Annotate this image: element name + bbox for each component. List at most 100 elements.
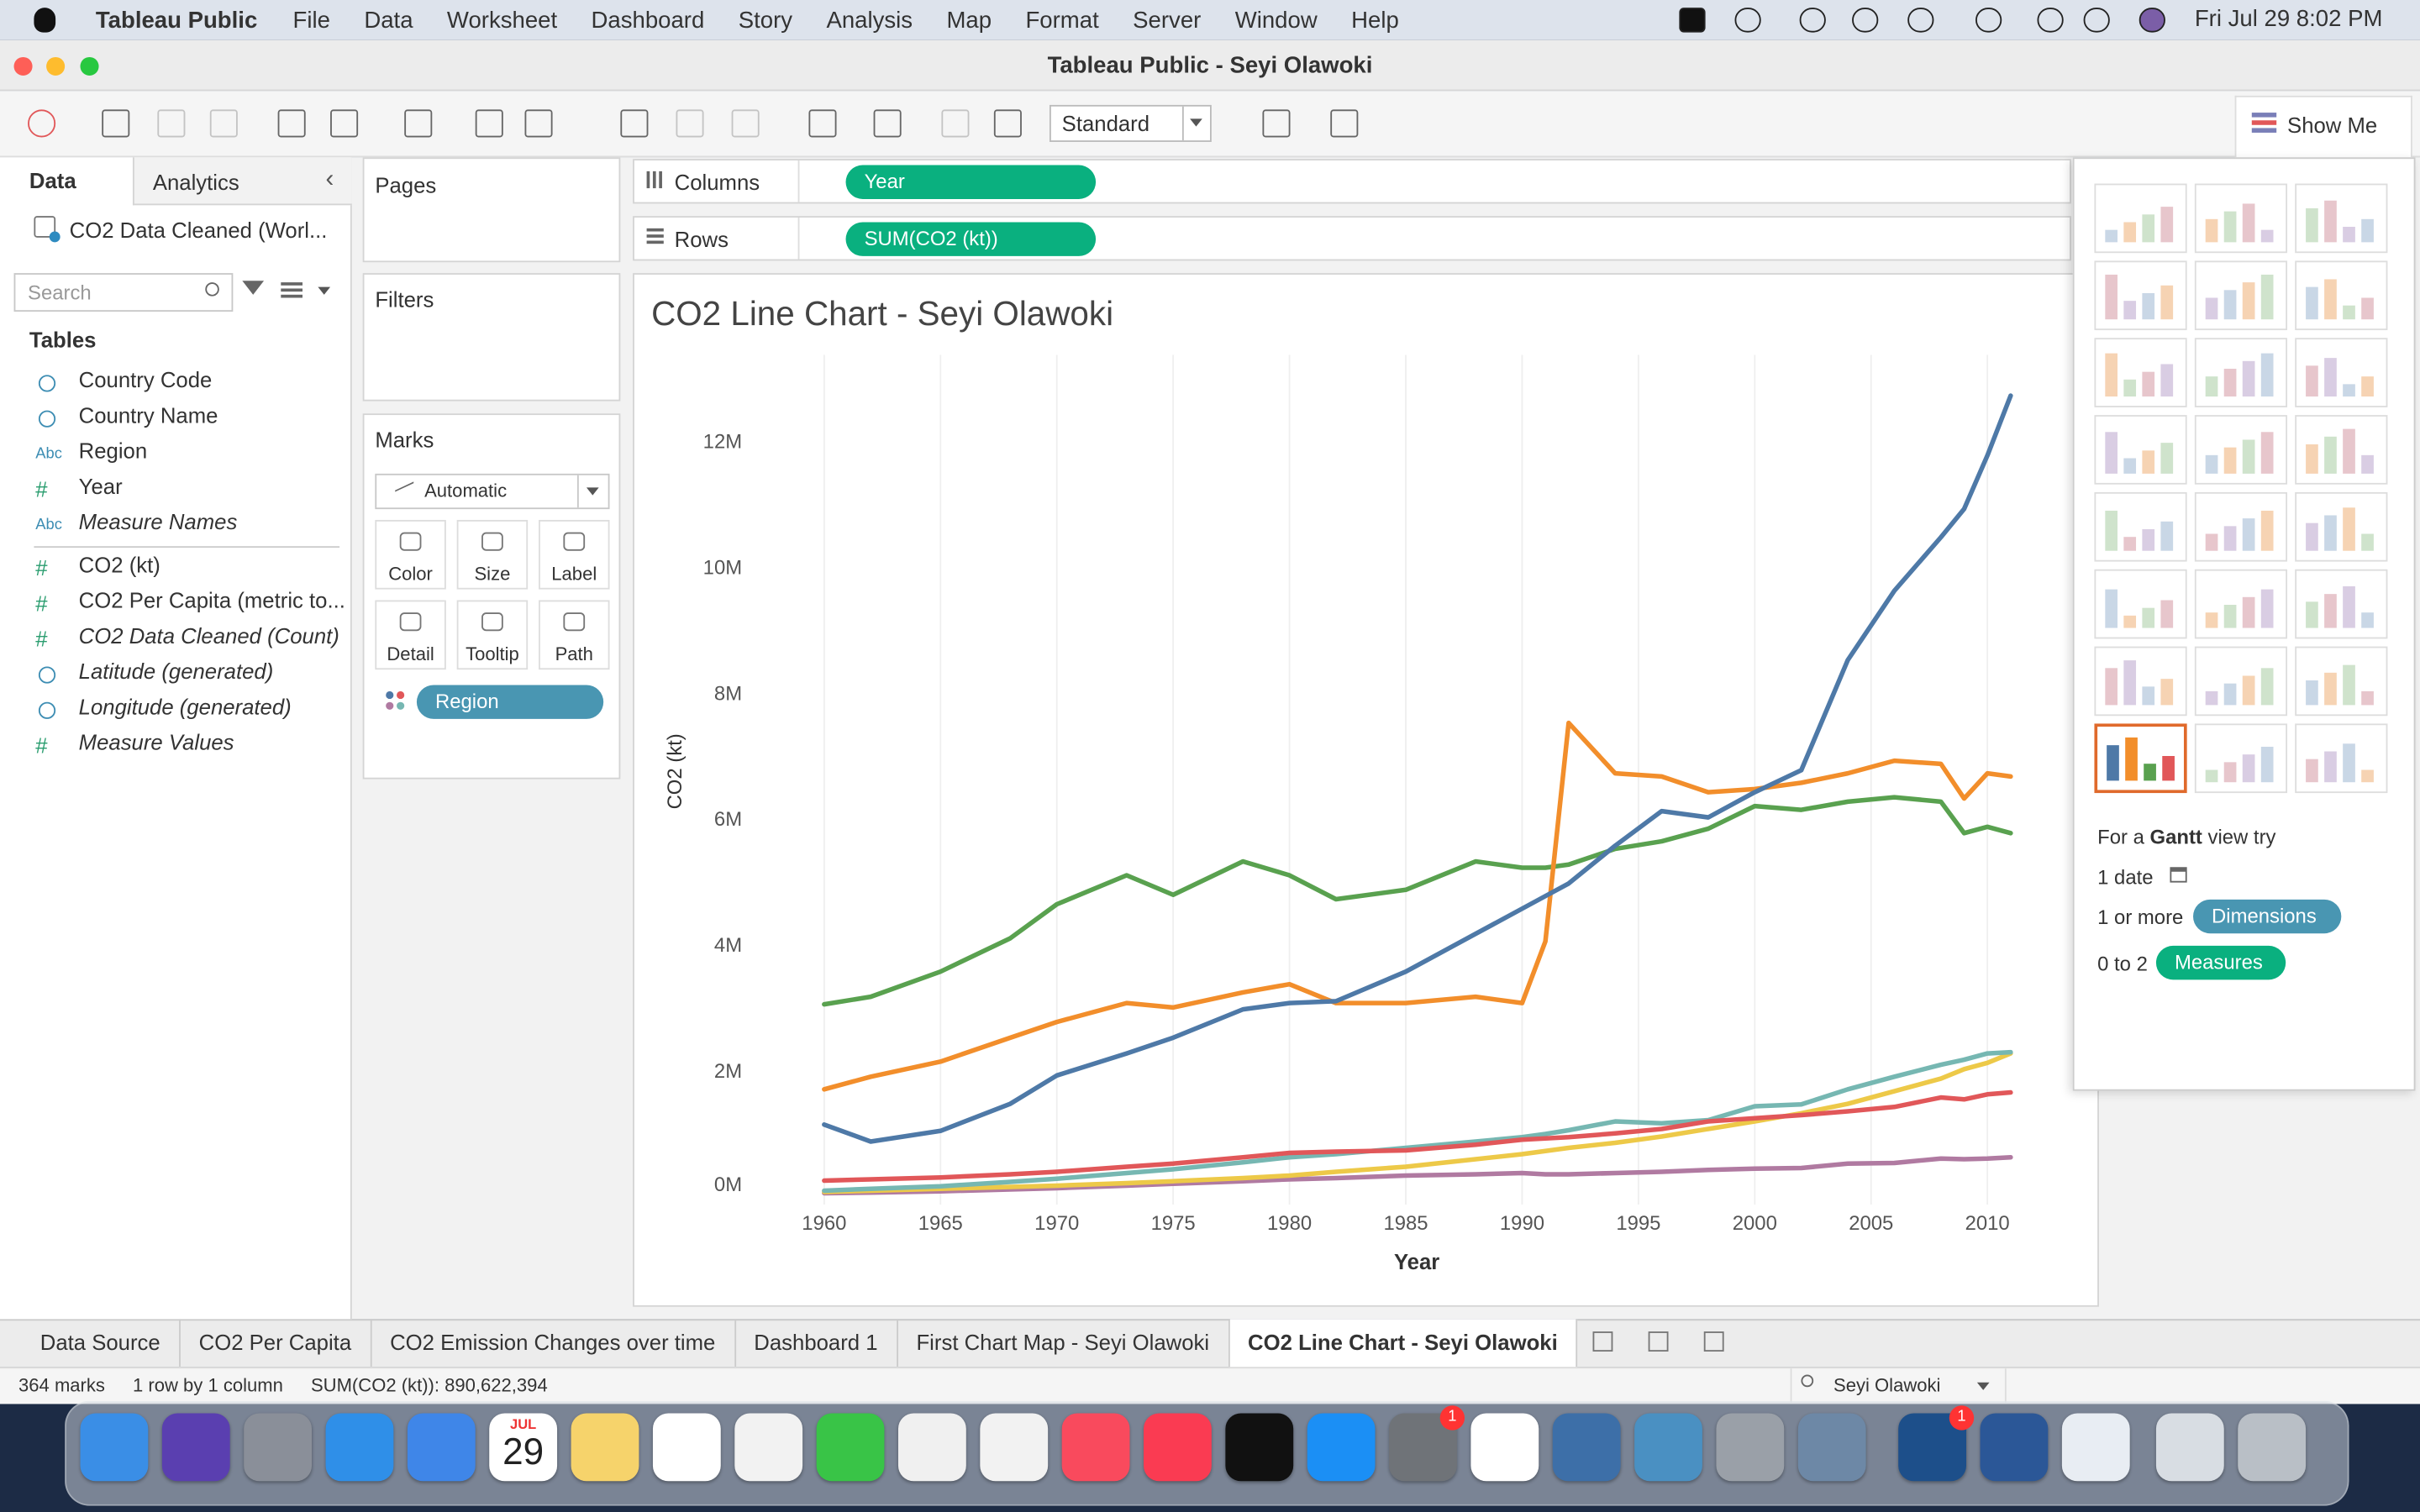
filter-icon[interactable] — [242, 281, 265, 295]
chart-thumbnail[interactable] — [2194, 183, 2288, 254]
chart-thumbnail[interactable] — [2094, 723, 2187, 794]
mark-button[interactable]: Label — [539, 519, 610, 590]
menu-item[interactable]: Story — [738, 7, 793, 34]
tool-icon[interactable] — [475, 109, 503, 138]
chart-thumbnail[interactable] — [2194, 646, 2288, 717]
menu-item[interactable]: Format — [1025, 7, 1099, 34]
chart-thumbnail[interactable] — [2295, 415, 2388, 485]
tool-icon[interactable] — [277, 109, 306, 138]
collapse-button[interactable]: ‹ — [325, 166, 334, 193]
app-menu[interactable]: Tableau Public — [95, 7, 258, 34]
chart-thumbnail[interactable] — [2194, 415, 2288, 485]
menu-item[interactable]: Map — [946, 7, 992, 34]
sheet-tab[interactable]: CO2 Emission Changes over time — [371, 1319, 736, 1368]
status-icon[interactable] — [2139, 8, 2165, 33]
year-pill[interactable]: Year — [845, 165, 1097, 199]
tool-icon[interactable] — [731, 109, 760, 138]
field[interactable]: Longitude (generated) — [78, 694, 292, 719]
dock-icon[interactable] — [1797, 1413, 1866, 1482]
dock-icon[interactable] — [2061, 1413, 2130, 1482]
field[interactable]: Country Name — [78, 402, 218, 428]
data-tab[interactable]: Data — [29, 168, 76, 193]
dock-icon[interactable] — [161, 1413, 230, 1482]
analytics-tab[interactable]: Analytics — [152, 170, 239, 195]
tool-icon[interactable] — [873, 109, 902, 138]
mark-button[interactable]: Tooltip — [456, 600, 529, 670]
dock-icon[interactable] — [80, 1413, 149, 1482]
mark-button[interactable]: Detail — [375, 600, 446, 670]
tool-icon[interactable] — [676, 109, 704, 138]
menu-item[interactable]: Analysis — [826, 7, 913, 34]
field[interactable]: Year — [78, 473, 123, 499]
menu-item[interactable]: Window — [1234, 7, 1318, 34]
show-me-button[interactable] — [2234, 95, 2412, 158]
tool-icon[interactable] — [209, 109, 238, 138]
chart-thumbnail[interactable] — [2295, 338, 2388, 407]
dock-icon[interactable] — [816, 1413, 885, 1482]
tool-icon[interactable] — [157, 109, 186, 138]
sum-co2-pill[interactable]: SUM(CO2 (kt)) — [845, 222, 1097, 256]
dock-icon[interactable]: 1 — [1389, 1405, 1465, 1482]
tool-icon[interactable] — [1262, 109, 1291, 138]
dock-icon[interactable] — [1144, 1413, 1212, 1482]
chart-thumbnail[interactable] — [2094, 415, 2187, 485]
chart-thumbnail[interactable] — [2094, 260, 2187, 331]
dock-icon[interactable] — [407, 1413, 476, 1482]
new-sheet-button[interactable] — [1578, 1319, 1634, 1367]
dock-icon[interactable] — [2238, 1413, 2307, 1482]
close-button[interactable] — [13, 56, 33, 76]
dock-icon[interactable] — [571, 1413, 639, 1482]
tool-icon[interactable] — [404, 109, 433, 138]
view-icon[interactable] — [281, 282, 303, 286]
chart-thumbnail[interactable] — [2094, 183, 2187, 254]
status-icon[interactable] — [2083, 8, 2110, 33]
field[interactable]: Latitude (generated) — [78, 659, 274, 684]
field[interactable]: Measure Names — [78, 509, 238, 534]
mark-type-dropdown[interactable] — [375, 473, 610, 510]
menu-item[interactable]: File — [292, 7, 330, 34]
chart-thumbnail[interactable] — [2194, 338, 2288, 407]
tool-icon[interactable] — [1330, 109, 1359, 138]
user-menu[interactable] — [1790, 1368, 2007, 1403]
region-pill[interactable]: Region — [416, 685, 604, 719]
dock-icon[interactable] — [652, 1413, 721, 1482]
status-icon[interactable] — [1975, 8, 2002, 33]
tool-icon[interactable] — [28, 109, 56, 138]
fit-dropdown[interactable] — [1049, 104, 1212, 142]
tool-icon[interactable] — [620, 109, 649, 138]
sheet-tab[interactable]: CO2 Per Capita — [181, 1319, 372, 1368]
chart-thumbnail[interactable] — [2295, 260, 2388, 331]
dock-icon[interactable] — [734, 1413, 803, 1482]
status-icon[interactable] — [1799, 8, 1826, 33]
status-icon[interactable] — [1679, 8, 1706, 33]
mark-button[interactable]: Color — [375, 519, 446, 590]
chart-thumbnail[interactable] — [2194, 491, 2288, 562]
dock-icon[interactable] — [1307, 1413, 1376, 1482]
tool-icon[interactable] — [993, 109, 1022, 138]
apple-logo[interactable] — [34, 8, 56, 33]
chart-thumbnail[interactable] — [2094, 491, 2187, 562]
field[interactable]: CO2 Per Capita (metric to... — [78, 587, 345, 613]
field[interactable]: Country Code — [78, 367, 213, 392]
chart-thumbnail[interactable] — [2194, 260, 2288, 331]
status-icon[interactable] — [1852, 8, 1879, 33]
dock-icon[interactable] — [325, 1413, 394, 1482]
field[interactable]: CO2 Data Cleaned (Count) — [78, 623, 339, 648]
field[interactable]: Region — [78, 438, 148, 464]
dock-icon[interactable] — [1552, 1413, 1621, 1482]
minimize-button[interactable] — [46, 56, 66, 76]
status-icon[interactable] — [1907, 8, 1934, 33]
menu-item[interactable]: Server — [1133, 7, 1202, 34]
sheet-tab[interactable]: CO2 Line Chart - Seyi Olawoki — [1229, 1319, 1578, 1368]
chart-thumbnail[interactable] — [2194, 569, 2288, 639]
dock-icon[interactable] — [980, 1413, 1049, 1482]
chart-thumbnail[interactable] — [2094, 569, 2187, 639]
mark-button[interactable]: Path — [539, 600, 610, 670]
dock-icon[interactable] — [1470, 1413, 1539, 1482]
dock-icon[interactable] — [1225, 1413, 1294, 1482]
dock-icon[interactable] — [897, 1413, 966, 1482]
dock-icon[interactable] — [244, 1413, 313, 1482]
sheet-tab[interactable]: Data Source — [0, 1319, 181, 1368]
chart-thumbnail[interactable] — [2194, 723, 2288, 794]
menu-item[interactable]: Help — [1351, 7, 1399, 34]
